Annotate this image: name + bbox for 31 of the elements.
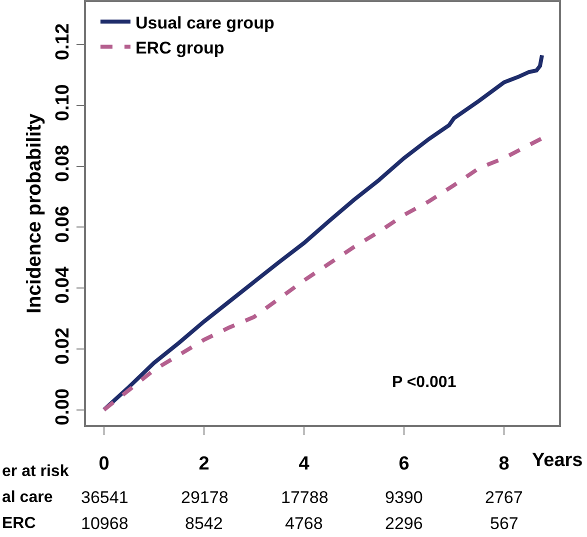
text: 29178 bbox=[181, 488, 228, 507]
x-tick-label: 2 bbox=[198, 454, 210, 475]
x-tick-label: 6 bbox=[398, 454, 410, 475]
y-axis-title: Incidence probability bbox=[24, 112, 46, 314]
text: 4768 bbox=[285, 514, 323, 533]
text: 17788 bbox=[281, 488, 328, 507]
annotation: P <0.001 bbox=[392, 374, 456, 391]
text: er at risk bbox=[2, 463, 69, 480]
text: 8542 bbox=[185, 514, 223, 533]
text: 2767 bbox=[485, 488, 523, 507]
text: 10968 bbox=[81, 514, 128, 533]
y-tick-label: 0.02 bbox=[52, 328, 74, 365]
x-axis-title: Years bbox=[532, 450, 583, 471]
y-tick-label: 0.06 bbox=[52, 206, 74, 243]
line-series bbox=[102, 136, 544, 412]
x-tick-label: 4 bbox=[298, 454, 310, 475]
y-tick-label: 0.04 bbox=[52, 266, 74, 304]
y-tick-label: 0.12 bbox=[52, 23, 74, 60]
y-tick-label: 0.10 bbox=[52, 84, 74, 122]
y-tick-label: 0.08 bbox=[52, 144, 74, 182]
legend-label: ERC group bbox=[135, 38, 224, 58]
text: 9390 bbox=[385, 488, 423, 507]
text: 2296 bbox=[385, 514, 423, 533]
x-tick-label: 0 bbox=[98, 454, 110, 475]
x-tick-label: 8 bbox=[498, 454, 510, 475]
text: ERC bbox=[2, 515, 36, 532]
text: al care bbox=[2, 489, 53, 506]
text: 567 bbox=[490, 514, 518, 533]
legend-label: Usual care group bbox=[135, 13, 274, 32]
text: 36541 bbox=[81, 488, 128, 507]
y-tick-label: 0.00 bbox=[52, 388, 74, 426]
